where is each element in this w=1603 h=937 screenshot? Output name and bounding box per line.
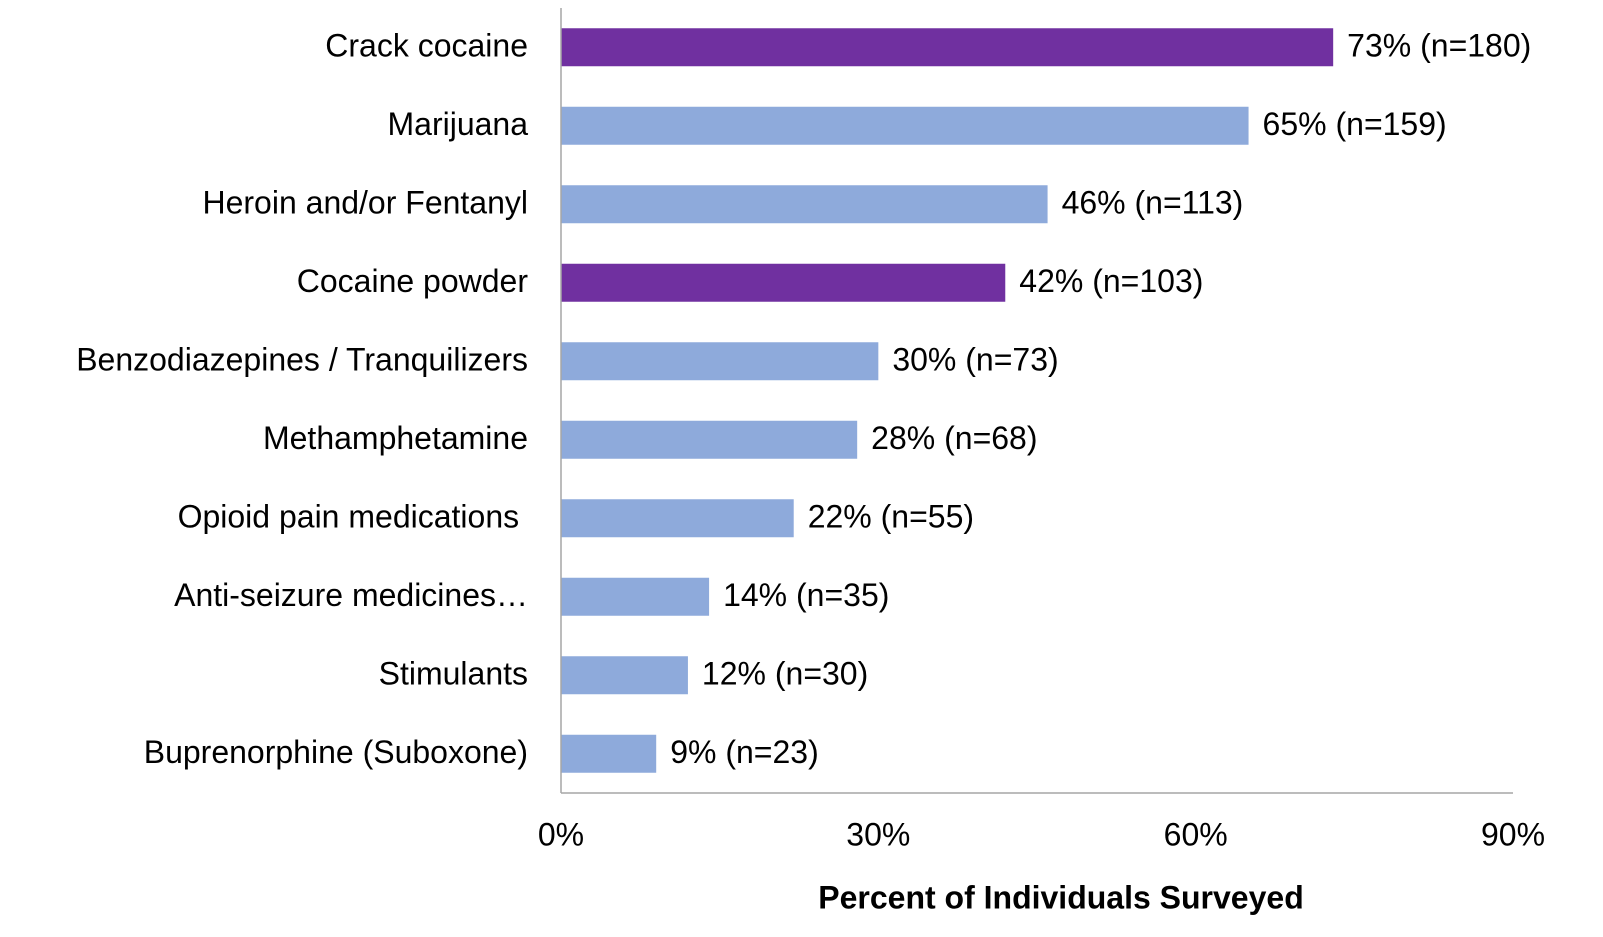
category-label: Cocaine powder [297,263,529,299]
value-label: 12% (n=30) [702,656,868,692]
bar [561,342,879,381]
category-label: Stimulants [379,656,528,692]
bar [561,106,1249,145]
bar [561,656,688,695]
x-tick-label: 90% [1481,816,1545,852]
category-label: Buprenorphine (Suboxone) [144,734,528,770]
x-tick-label: 0% [538,816,584,852]
bar [561,420,858,459]
bar [561,28,1334,67]
category-label: Methamphetamine [263,420,528,456]
category-label: Crack cocaine [325,28,528,64]
category-label: Opioid pain medications [178,499,528,535]
value-label: 46% (n=113) [1062,185,1244,221]
value-label: 28% (n=68) [871,420,1037,456]
bar [561,185,1048,224]
x-tick-label: 30% [846,816,910,852]
value-label: 65% (n=159) [1263,106,1447,142]
bar [561,734,657,773]
value-label: 9% (n=23) [670,734,819,770]
x-tick-label: 60% [1164,816,1228,852]
bar [561,577,710,616]
category-label: Benzodiazepines / Tranquilizers [76,342,528,378]
value-label: 22% (n=55) [808,499,974,535]
category-label: Anti-seizure medicines… [174,577,528,613]
bar [561,499,794,538]
x-axis-title: Percent of Individuals Surveyed [818,879,1303,915]
category-label: Heroin and/or Fentanyl [202,185,528,221]
value-label: 42% (n=103) [1019,263,1203,299]
value-label: 30% (n=73) [892,342,1058,378]
bar [561,263,1006,302]
category-label: Marijuana [387,106,528,142]
value-label: 73% (n=180) [1347,28,1531,64]
value-label: 14% (n=35) [723,577,889,613]
